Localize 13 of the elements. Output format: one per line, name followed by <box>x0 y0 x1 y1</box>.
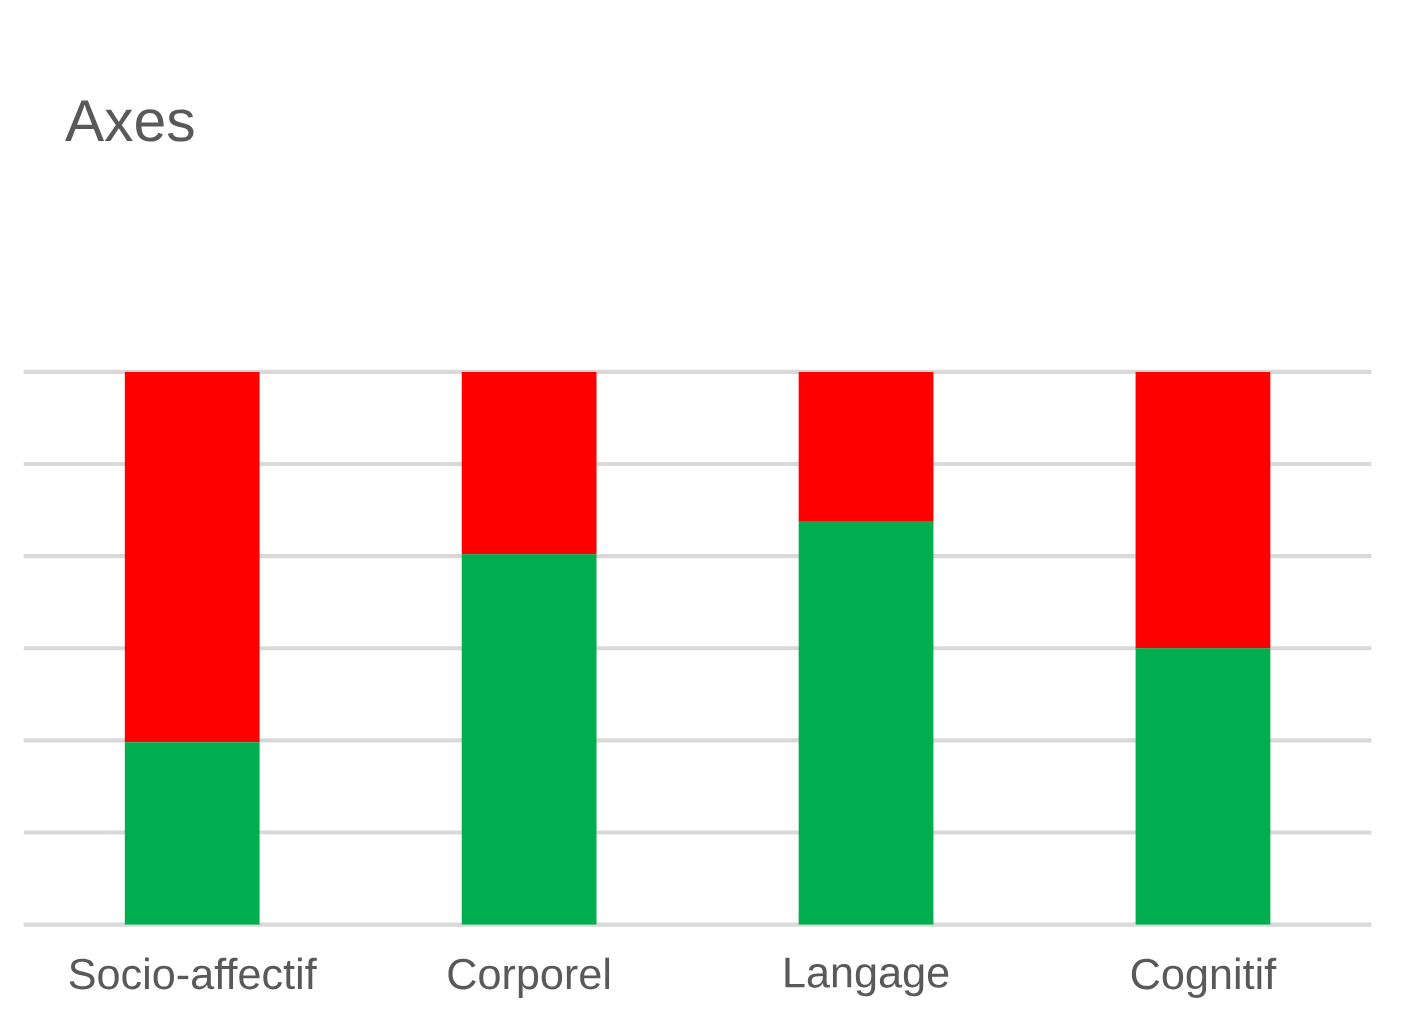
bar <box>1135 371 1271 649</box>
bar <box>124 742 260 925</box>
bar <box>124 371 260 743</box>
x-tick-label: Langage <box>785 957 949 997</box>
x-tick-label: Corporel <box>448 957 610 998</box>
bar <box>1135 648 1271 925</box>
bar <box>461 371 597 555</box>
bar <box>461 554 597 925</box>
bar <box>798 520 934 925</box>
bar <box>798 371 934 521</box>
x-tick-label: Cognitif <box>1131 957 1277 998</box>
chart-title: Axes <box>65 100 194 142</box>
x-tick-label: Socio-affectif <box>69 957 317 990</box>
